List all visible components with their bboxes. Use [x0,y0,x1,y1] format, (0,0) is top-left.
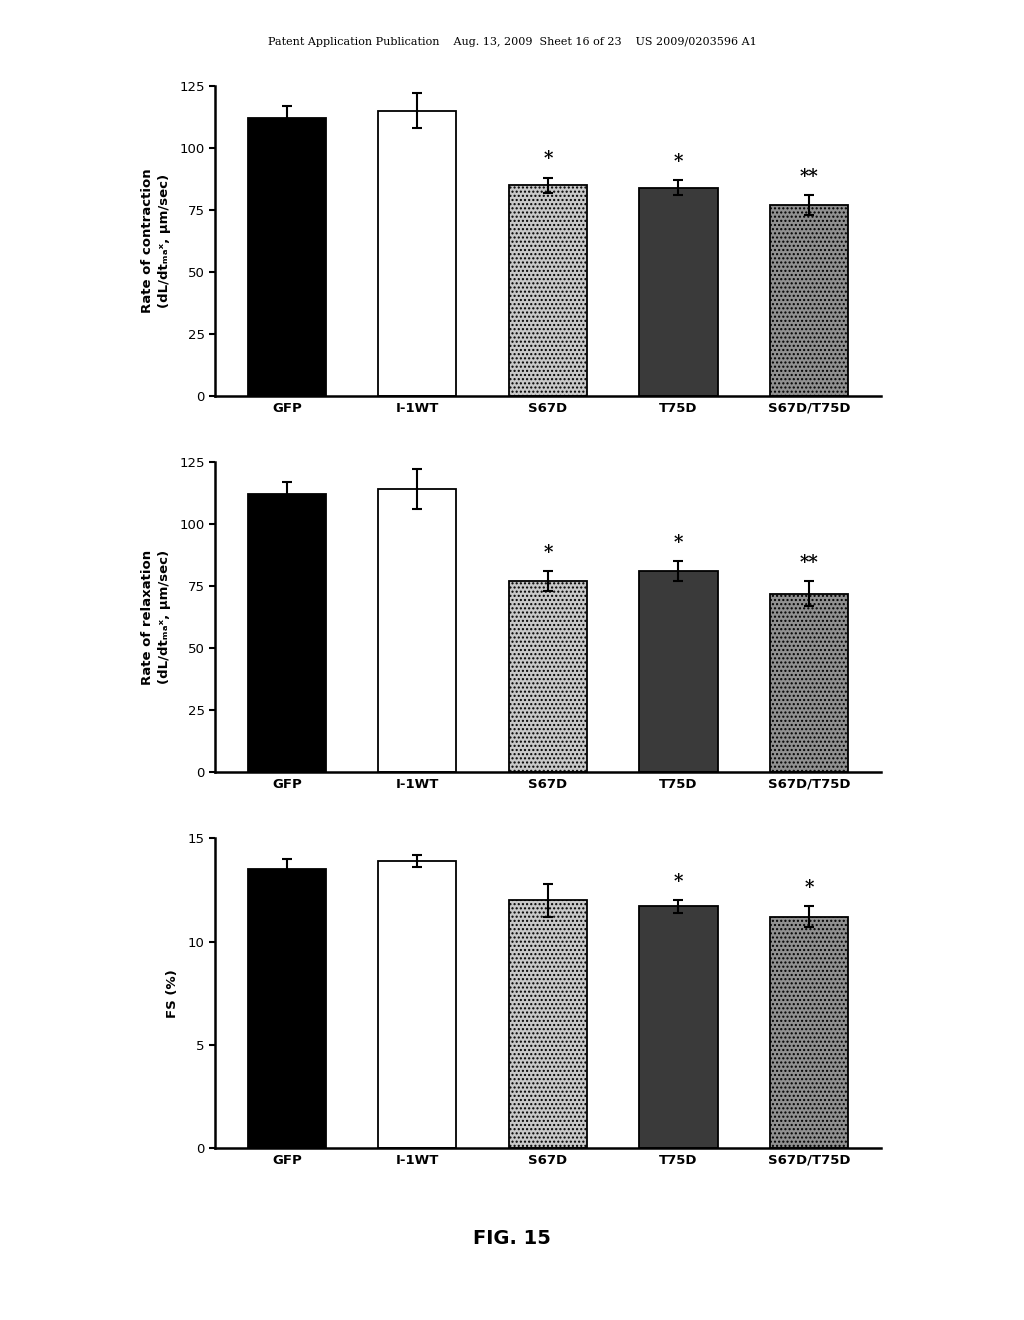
Y-axis label: FS (%): FS (%) [166,969,179,1018]
Bar [639,187,718,396]
Text: *: * [674,873,683,891]
Text: **: ** [800,168,818,186]
Text: *: * [674,535,683,552]
Bar [378,490,457,772]
Text: *: * [674,153,683,170]
Y-axis label: Rate of relaxation
(dL/dtₘₐˣ, μm/sec): Rate of relaxation (dL/dtₘₐˣ, μm/sec) [140,549,171,685]
Bar [509,900,587,1148]
Text: *: * [543,150,553,169]
Bar [378,111,457,396]
Bar [770,205,848,396]
Text: Patent Application Publication    Aug. 13, 2009  Sheet 16 of 23    US 2009/02035: Patent Application Publication Aug. 13, … [267,37,757,48]
Text: *: * [543,544,553,562]
Bar [248,494,326,772]
Bar [509,581,587,772]
Bar [639,572,718,772]
Text: FIG. 15: FIG. 15 [473,1229,551,1247]
Bar [770,594,848,772]
Bar [248,869,326,1148]
Bar [248,117,326,396]
Text: **: ** [800,554,818,572]
Y-axis label: Rate of contraction
(dL/dtₘₐˣ, μm/sec): Rate of contraction (dL/dtₘₐˣ, μm/sec) [140,169,171,313]
Text: *: * [804,879,813,898]
Bar [509,185,587,396]
Bar [639,907,718,1148]
Bar [378,861,457,1148]
Bar [770,917,848,1148]
